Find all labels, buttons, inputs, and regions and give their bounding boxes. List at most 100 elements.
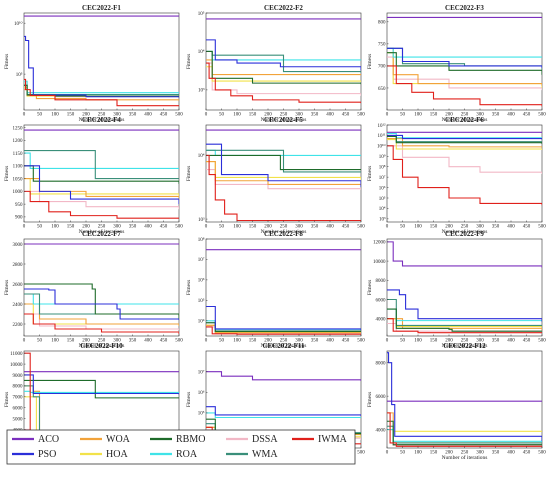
x-tick-label: 100 — [51, 113, 59, 118]
axes-frame — [23, 12, 180, 111]
y-tick-label: 1000 — [13, 190, 24, 195]
axes-frame — [23, 238, 180, 337]
y-tick-label: 10⁷ — [379, 175, 386, 181]
plot-title: CEC2022-F6 — [445, 116, 484, 124]
y-tick-label: 4000 — [376, 428, 387, 433]
x-tick-label: 250 — [280, 339, 288, 344]
x-tick-label: 350 — [492, 451, 500, 456]
y-tick-label: 10⁴ — [379, 206, 386, 212]
series-line-iwma — [206, 326, 361, 335]
x-tick-label: 50 — [400, 451, 406, 456]
y-tick-label: 7000 — [13, 396, 24, 401]
plot-cec2022-f9: CEC2022-F9 0 50 100 150 200 250 300 350 400 450 500… — [367, 230, 546, 349]
legend-label: ROA — [176, 449, 198, 460]
x-tick-label: 150 — [67, 113, 75, 118]
series-line-woa — [206, 324, 361, 334]
x-tick-label: 250 — [280, 113, 288, 118]
series-line-wma — [24, 149, 179, 180]
x-tick-label: 450 — [160, 339, 168, 344]
series-line-pso — [206, 143, 361, 187]
series-line-pso — [24, 165, 179, 205]
x-tick-label: 0 — [386, 451, 389, 456]
series-line-rbmo — [387, 135, 542, 145]
x-tick-label: 50 — [400, 113, 406, 118]
legend-label: WOA — [106, 434, 131, 445]
y-tick-label: 10⁵ — [198, 411, 205, 417]
series-line-rbmo — [206, 154, 361, 171]
axes-frame — [386, 238, 543, 337]
x-tick-label: 150 — [249, 225, 257, 230]
y-tick-label: 6000 — [376, 298, 387, 303]
x-tick-label: 100 — [233, 113, 241, 118]
x-tick-label: 500 — [538, 113, 546, 118]
series-line-iwma — [387, 412, 542, 448]
legend-item-dssa: DSSA — [226, 434, 278, 445]
y-tick-label: 10¹⁰ — [14, 21, 23, 27]
x-tick-label: 50 — [219, 225, 225, 230]
y-tick-label: 10⁵ — [16, 72, 23, 78]
x-tick-label: 0 — [386, 225, 389, 230]
x-tick-label: 500 — [357, 451, 365, 456]
x-tick-label: 350 — [129, 113, 137, 118]
x-axis-label: Number of iterations — [79, 342, 125, 349]
axes-frame — [205, 124, 362, 223]
x-tick-label: 200 — [264, 225, 272, 230]
y-tick-label: 6000 — [376, 395, 387, 400]
x-tick-label: 350 — [492, 339, 500, 344]
x-tick-label: 500 — [357, 113, 365, 118]
y-tick-label: 2800 — [13, 263, 24, 268]
plot-cec2022-f1: CEC2022-F1 0 50 100 150 200 250 300 350 400 450 500… — [4, 4, 183, 123]
y-tick-label: 900 — [15, 216, 23, 221]
x-tick-label: 0 — [23, 225, 26, 230]
x-tick-label: 200 — [445, 451, 453, 456]
y-tick-label: 1100 — [13, 165, 23, 170]
y-tick-label: 2400 — [13, 303, 24, 308]
legend-label: IWMA — [318, 434, 348, 445]
x-tick-label: 450 — [160, 225, 168, 230]
legend-item-pso: PSO — [12, 449, 56, 460]
y-tick-label: 10⁴ — [198, 319, 205, 325]
y-tick-label: 10⁹ — [379, 154, 386, 160]
x-axis-label: Number of iterations — [442, 342, 488, 349]
y-tick-label: 10000 — [373, 260, 386, 265]
x-axis-label: Number of iterations — [442, 116, 488, 123]
series-line-iwma — [206, 154, 361, 222]
y-tick-label: 3000 — [13, 243, 24, 248]
series-line-rbmo — [24, 379, 179, 399]
x-tick-label: 200 — [264, 113, 272, 118]
y-tick-label: 750 — [378, 43, 386, 48]
plot-title: CEC2022-F8 — [264, 230, 303, 238]
series-line-iwma — [24, 313, 179, 334]
x-tick-label: 0 — [205, 113, 208, 118]
x-tick-label: 500 — [538, 339, 546, 344]
y-tick-label: 1150 — [13, 152, 23, 157]
x-tick-label: 100 — [414, 451, 422, 456]
x-tick-label: 350 — [129, 339, 137, 344]
x-tick-label: 0 — [23, 113, 26, 118]
x-tick-label: 50 — [400, 339, 406, 344]
y-tick-label: 10⁴ — [198, 49, 205, 55]
legend-label: WMA — [252, 449, 278, 460]
x-tick-label: 0 — [386, 339, 389, 344]
y-tick-label: 10⁸ — [198, 237, 205, 243]
x-tick-label: 100 — [233, 225, 241, 230]
y-tick-label: 1050 — [13, 177, 24, 182]
series-line-hoa — [206, 66, 361, 83]
y-tick-label: 650 — [378, 87, 386, 92]
x-tick-label: 300 — [113, 339, 121, 344]
plot-title: CEC2022-F10 — [80, 342, 123, 350]
x-tick-label: 400 — [144, 339, 152, 344]
plot-cec2022-f6: CEC2022-F60 50 100 150 200 250 300 350 400 450 500… — [367, 116, 546, 235]
y-axis-label: Fitness — [367, 392, 373, 408]
y-axis-label: Fitness — [4, 392, 10, 408]
y-tick-label: 800 — [378, 21, 386, 26]
x-tick-label: 450 — [342, 225, 350, 230]
plot-title: CEC2022-F5 — [264, 116, 303, 124]
x-tick-label: 400 — [507, 113, 515, 118]
plot-cec2022-f3: CEC2022-F3 0 50 100 150 200 250 300 350 400 450 500… — [367, 4, 546, 123]
plot-title: CEC2022-F3 — [445, 4, 484, 12]
series-line-rbmo — [387, 420, 542, 446]
x-tick-label: 100 — [414, 225, 422, 230]
y-axis-label: Fitness — [367, 166, 373, 182]
y-tick-label: 10⁵ — [198, 298, 205, 304]
